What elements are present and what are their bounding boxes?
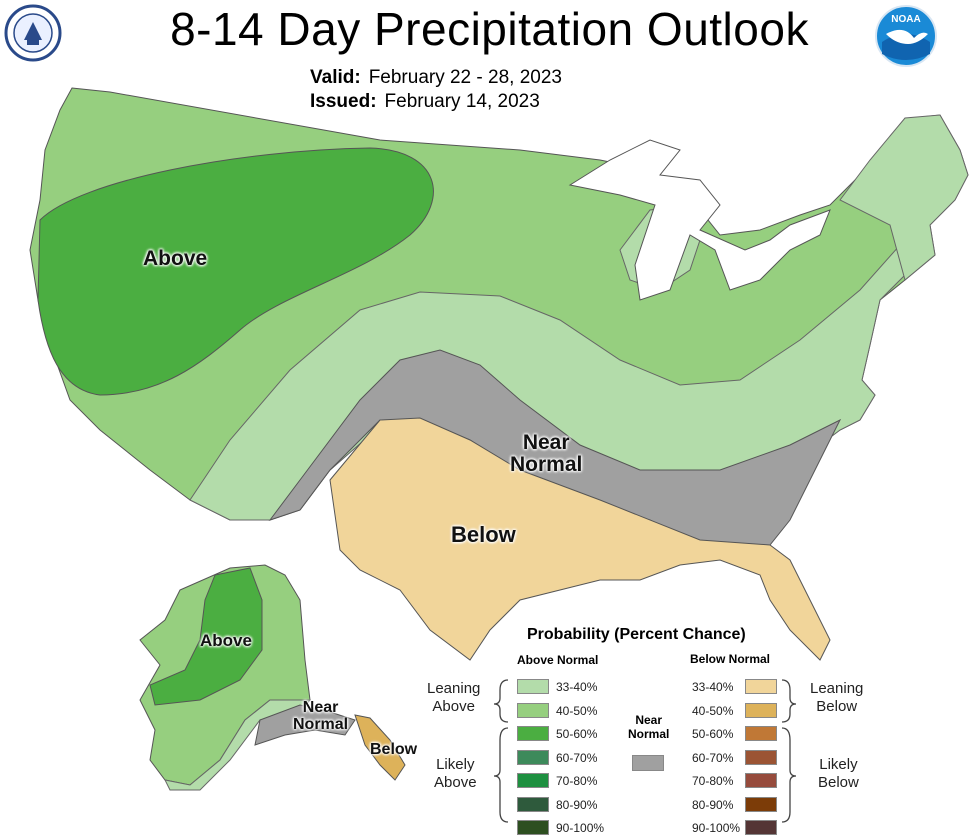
legend-above-swatch: [517, 749, 549, 765]
alaska-near-normal-region: [254, 704, 356, 746]
alaska-panhandle-below-region: [354, 714, 406, 781]
alaska-below-label: Below: [370, 741, 418, 758]
leaning-above-label: Leaning Above: [427, 680, 481, 715]
conus-above-50-60-region: [37, 147, 434, 396]
legend-title: Probability (Percent Chance): [527, 626, 746, 643]
legend-below-label: 90-100%: [692, 821, 741, 835]
legend-braces: [493, 679, 797, 823]
svg-text:NOAA: NOAA: [891, 14, 920, 25]
alaska-near-normal-label: Near Normal: [293, 699, 349, 733]
likely-below-label: Likely Below: [818, 756, 859, 791]
noaa-logo-icon: NOAA: [875, 5, 937, 67]
conus-below-33-40-region: [329, 417, 831, 661]
legend-above-label: 33-40%: [556, 680, 598, 694]
northeast-33-40-patch: [839, 114, 969, 281]
likely-above-label: Likely Above: [434, 756, 477, 791]
legend-below-label: 40-50%: [692, 703, 734, 718]
legend-below-label: 50-60%: [692, 727, 734, 741]
valid-line: Valid: February 22 - 28, 2023: [310, 67, 562, 89]
legend-below-label: 60-70%: [692, 750, 734, 765]
valid-label: Valid:: [310, 67, 361, 88]
legend-below-label: 80-90%: [692, 797, 734, 812]
legend-above-header: Above Normal: [517, 653, 599, 667]
legend-below-swatch: [745, 749, 777, 765]
legend-below-swatch: [745, 702, 777, 718]
legend-above-swatch: [517, 820, 549, 835]
legend-above-swatch: [517, 773, 549, 788]
legend-near-swatch: [632, 755, 664, 771]
valid-value: February 22 - 28, 2023: [368, 67, 562, 88]
page-title: 8-14 Day Precipitation Outlook: [170, 3, 809, 55]
legend-above-swatch: [517, 796, 549, 812]
doc-seal-icon: [4, 4, 62, 62]
legend-below-label: 70-80%: [692, 774, 734, 788]
legend-above-label: 70-80%: [556, 774, 598, 788]
legend-above-swatch: [517, 679, 549, 694]
issued-line: Issued: February 14, 2023: [310, 91, 540, 113]
alaska-above-label: Above: [200, 631, 252, 650]
conus-above-label: Above: [143, 247, 208, 270]
issued-label: Issued:: [310, 91, 377, 112]
legend-below-label: 33-40%: [692, 680, 734, 694]
conus-below-label: Below: [451, 522, 516, 547]
legend-below-swatch: [745, 773, 777, 788]
legend-below-swatch: [745, 679, 777, 694]
alaska-above-50-60-region: [149, 567, 263, 706]
legend-above-label: 50-60%: [556, 727, 598, 741]
issued-value: February 14, 2023: [384, 91, 540, 112]
legend-above-swatch: [517, 726, 549, 741]
legend-above-label: 90-100%: [556, 821, 605, 835]
legend-below-swatch: [745, 820, 777, 835]
great-lakes: [568, 139, 831, 301]
legend-below-swatch: [745, 796, 777, 812]
leaning-below-label: Leaning Below: [810, 680, 864, 715]
legend-above-label: 80-90%: [556, 797, 598, 812]
conus-near-normal-label: Near Normal: [510, 431, 583, 477]
legend-above-swatch: [517, 702, 549, 718]
legend-above-label: 60-70%: [556, 750, 598, 765]
legend-below-swatch: [745, 726, 777, 741]
legend-near-header: Near Normal: [628, 713, 670, 742]
legend-below-header: Below Normal: [690, 652, 771, 666]
legend-above-label: 40-50%: [556, 703, 598, 718]
